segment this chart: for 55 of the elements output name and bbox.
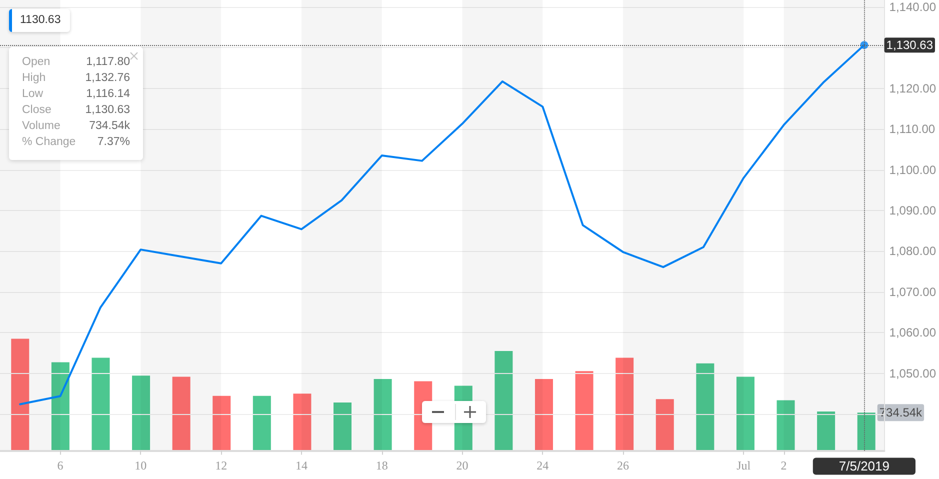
annotation: 1130.63 [9,9,70,32]
y-tick-label: 1,070.00 [889,284,936,299]
x-tick-label: 20 [456,458,468,473]
bar [252,396,271,451]
x-tick-label: 14 [295,458,308,473]
annotation: Open [22,55,50,70]
x-tick-label: 24 [536,458,549,473]
y-tick-label: 1,060.00 [889,326,936,340]
x-tick-label: 18 [376,458,388,473]
x-tick-label: 12 [215,458,228,473]
annotation: 1,130.63 [85,103,130,118]
bar [293,394,312,451]
bar [656,399,674,451]
bar [92,358,110,451]
annotation: 7.37% [97,135,130,150]
y-tick-label: 1,120.00 [889,81,936,96]
y-tick-label: 1,090.00 [889,203,936,218]
bar [616,358,634,451]
y-tick-label: 1,110.00 [889,122,936,136]
annotation: Low [22,87,44,102]
bar [776,400,795,451]
x-tick-label: 26 [617,458,630,473]
bar [494,351,513,451]
annotation: 734.54k [879,406,924,420]
bar [575,371,594,451]
bar [51,362,70,451]
bar [817,412,836,451]
bar [172,376,190,451]
ref-line-label: 1,130.63 [886,38,934,52]
x-tick-label: 7/5/2019 [838,458,890,474]
bar [132,376,150,451]
annotation: High [22,71,46,86]
x-tick-label: Jul [736,458,752,473]
bar [736,376,754,451]
annotation: % Change [22,135,76,150]
x-tick-label: 2 [780,458,787,473]
annotation: 1,117.80 [86,55,130,70]
y-tick-label: 1,100.00 [889,162,936,177]
bar [334,402,352,451]
bar [534,379,553,451]
y-tick-label: 1,080.00 [889,244,936,258]
bar [374,379,392,451]
x-tick-label: 10 [134,458,147,473]
x-tick-label: 6 [57,458,64,473]
y-tick-label: 1,140.00 [889,0,936,14]
bar [11,338,30,451]
annotation: 1,132.76 [85,71,130,86]
annotation: Volume [22,119,60,134]
annotation: Close [22,103,52,118]
annotation: 1,116.14 [86,87,130,102]
annotation: 734.54k [89,119,130,134]
y-tick-label: 1,050.00 [889,366,936,380]
bar [857,412,876,451]
bar [212,396,231,451]
bar [696,363,714,451]
